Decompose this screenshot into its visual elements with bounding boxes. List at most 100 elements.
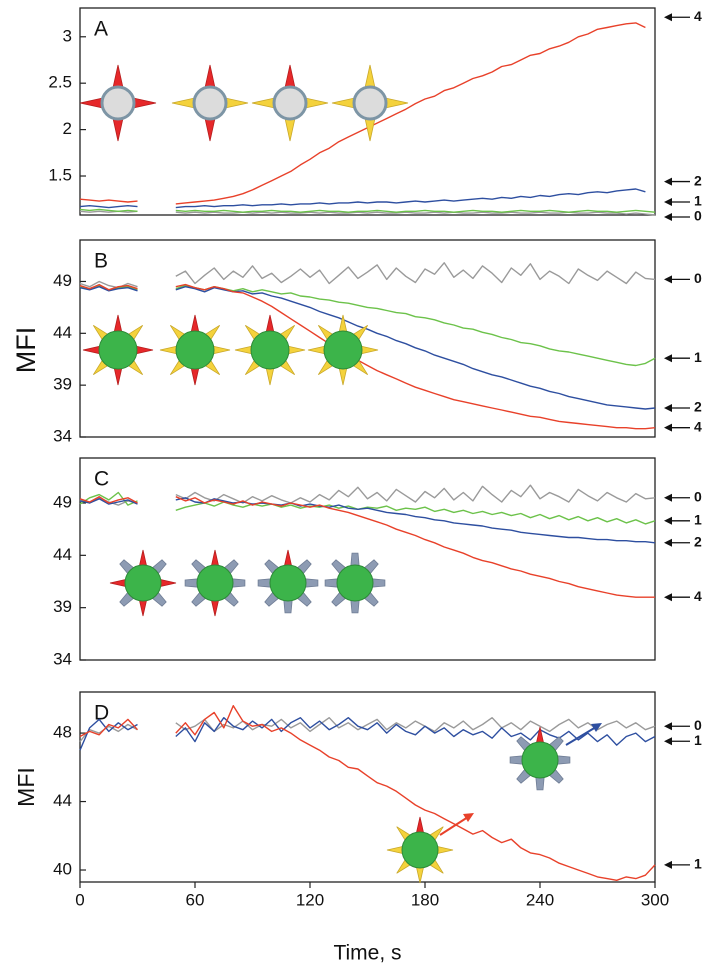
x-tick-label: 300 [641,890,669,909]
end-label: 1 [694,732,702,748]
data-line [79,283,656,430]
particle-icon [324,552,386,614]
y-tick-label: 34 [53,649,72,668]
data-line [79,286,656,410]
y-tick-label: 34 [53,426,72,445]
end-label: 2 [694,533,702,549]
end-label: 1 [694,349,702,365]
y-tick-label: 1.5 [48,165,72,184]
particle-icon [159,314,231,386]
x-tick-label: 240 [526,890,554,909]
particle-icon [251,64,329,142]
y-tick-label: 48 [53,723,72,742]
panel-letter: A [94,18,108,41]
particle-icon [331,64,409,142]
end-arrowhead [664,860,672,869]
end-arrowhead [664,275,672,284]
end-arrowhead [664,13,672,22]
particle-core [98,330,138,370]
end-arrowhead [664,198,672,206]
particle-icon [82,314,154,386]
y-tick-label: 39 [53,375,72,394]
y-tick-label: 2 [63,119,72,138]
end-arrowhead [664,493,672,502]
plot-frame [79,691,656,883]
particle-core [521,741,559,779]
end-arrowhead [664,354,672,363]
data-line [79,705,656,881]
panel-letter: D [94,702,109,725]
end-label: 0 [694,270,702,286]
y-axis-label: MFI [11,327,41,374]
end-label: 4 [694,588,702,604]
particle-icon [109,549,177,617]
plot-frame [79,457,656,661]
end-label: 4 [694,418,702,434]
particle-core [269,564,307,602]
x-axis-label: Time, s [333,942,401,965]
data-line [79,262,656,289]
particle-icon [307,314,379,386]
end-arrowhead [664,737,672,746]
panel-letter: C [94,468,109,491]
particle-core [401,831,439,869]
particle-core [352,85,388,121]
x-tick-label: 0 [75,890,84,909]
end-arrowhead [664,423,672,432]
particle-core [336,564,374,602]
data-line [79,496,655,598]
y-tick-label: 3 [63,26,72,45]
end-label: 1 [694,856,702,872]
pointer-arrow [565,726,597,746]
end-arrowhead [664,177,672,186]
data-line [79,22,646,205]
end-label: 0 [694,717,702,733]
end-arrowhead [664,403,672,412]
end-arrowhead [664,516,672,525]
particle-core [124,564,162,602]
end-label: 2 [694,172,702,188]
data-line [79,210,656,216]
particle-core [192,85,228,121]
end-arrowhead [664,593,672,602]
pointer-arrowhead [591,723,602,732]
y-axis-label: MFI [13,767,39,807]
particle-core [323,330,363,370]
data-line [79,717,656,751]
pointer-arrowhead [463,813,474,822]
particle-icon [257,549,319,614]
pointer-arrow [439,816,469,836]
particle-core [100,85,136,121]
plot-frame [79,7,656,216]
particle-core [196,564,234,602]
end-arrowhead [664,538,672,547]
y-tick-label: 2.5 [48,73,72,92]
y-tick-label: 49 [53,492,72,511]
particle-icon [171,64,249,142]
end-label: 4 [694,8,702,24]
panel-letter: B [94,250,108,273]
particle-core [250,330,290,370]
end-arrowhead [664,213,672,221]
end-label: 1 [694,193,702,209]
y-tick-label: 49 [53,271,72,290]
x-tick-label: 180 [411,890,439,909]
data-line [79,484,656,506]
particle-icon [234,314,306,386]
data-line [79,188,646,209]
end-label: 0 [694,488,702,504]
y-tick-label: 44 [53,323,72,342]
particle-core [175,330,215,370]
particle-icon [386,816,454,884]
x-tick-label: 60 [186,890,205,909]
end-label: 1 [694,512,702,528]
data-line [79,717,656,743]
y-tick-label: 44 [53,791,72,810]
y-tick-label: 44 [53,545,72,564]
end-label: 0 [694,208,702,224]
particle-icon [184,549,246,617]
y-tick-label: 39 [53,597,72,616]
particle-icon [509,726,571,791]
